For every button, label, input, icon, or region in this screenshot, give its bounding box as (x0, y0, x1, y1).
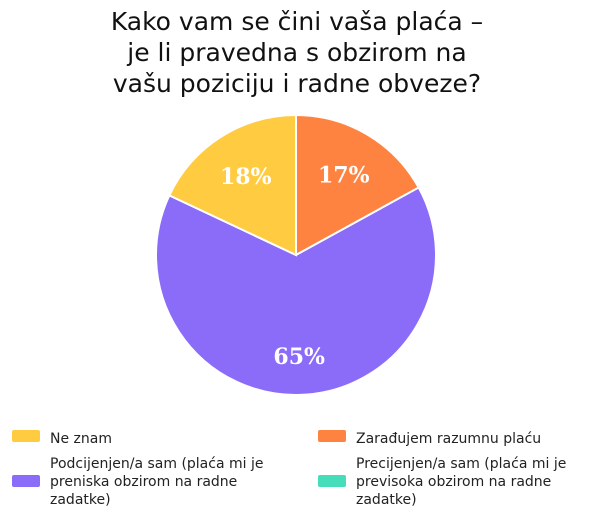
legend-swatch-podcijenjen (12, 475, 40, 487)
legend-label-ne-znam-line-1: Ne znam (50, 431, 112, 447)
legend-label-podcijenjen: Podcijenjen/a sam (plaća mi je preniska … (50, 455, 263, 509)
legend-item-ne-znam[interactable]: Ne znam (12, 430, 112, 448)
chart-title-line-3: vašu poziciju i radne obveze? (112, 69, 482, 98)
pie-slice-label-1: 65% (273, 344, 325, 370)
legend-label-precijenjen: Precijenjen/a sam (plaća mi je previsoka… (356, 455, 566, 509)
chart-title: Kako vam se čini vaša plaća – je li prav… (0, 6, 594, 99)
legend-swatch-ne-znam (12, 430, 40, 442)
pie-slice-0[interactable] (295, 113, 421, 257)
legend-label-precijenjen-line-3: zadatke) (356, 492, 417, 508)
legend-label-podcijenjen-line-3: zadatke) (50, 492, 111, 508)
chart-title-line-1: Kako vam se čini vaša plaća – (110, 7, 484, 36)
legend-label-precijenjen-line-2: previsoka obzirom na radne (356, 474, 552, 490)
legend-swatch-zaradujem (318, 430, 346, 442)
pie-slice-label-0: 17% (318, 162, 370, 188)
legend-label-zaradujem: Zarađujem razumnu plaću (356, 430, 541, 448)
pie-slice-label-2: 18% (220, 164, 272, 190)
legend-label-podcijenjen-line-1: Podcijenjen/a sam (plaća mi je (50, 456, 264, 472)
chart-title-line-2: je li pravedna s obzirom na (127, 38, 467, 67)
legend-label-precijenjen-line-1: Precijenjen/a sam (plaća mi je (356, 456, 567, 472)
legend-label-podcijenjen-line-2: preniska obzirom na radne (50, 474, 238, 490)
pie-slice-1[interactable] (155, 186, 437, 396)
legend-label-zaradujem-line-1: Zarađujem razumnu plaću (356, 431, 542, 447)
legend-label-ne-znam: Ne znam (50, 430, 112, 448)
pie-slice-2[interactable] (167, 113, 297, 257)
legend-item-precijenjen[interactable]: Precijenjen/a sam (plaća mi je previsoka… (318, 455, 566, 509)
legend-swatch-precijenjen (318, 475, 346, 487)
legend-item-zaradujem[interactable]: Zarađujem razumnu plaću (318, 430, 541, 448)
legend-item-podcijenjen[interactable]: Podcijenjen/a sam (plaća mi je preniska … (12, 455, 263, 509)
